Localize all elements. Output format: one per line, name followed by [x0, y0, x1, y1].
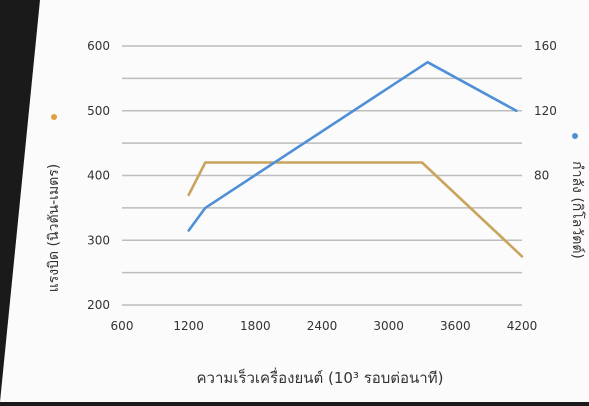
y-left-tick-label: 400	[87, 169, 110, 183]
x-axis-ticks: 600 1200 1800 2400 3000 3600 4200	[111, 319, 538, 333]
x-tick-label: 2400	[307, 319, 338, 333]
y-left-tick-label: 300	[87, 233, 110, 247]
y-left-axis-label: แรงบิด (นิวตัน-เมตร)	[46, 164, 62, 293]
x-tick-label: 1200	[173, 319, 204, 333]
torque-line	[187, 161, 524, 258]
x-axis-label: ความเร็วเครื่องยนต์ (10³ รอบต่อนาที)	[197, 367, 444, 387]
right-axis-ticks: 80 120 160	[534, 39, 557, 183]
x-tick-label: 1800	[240, 319, 271, 333]
power-line	[187, 60, 518, 232]
y-left-tick-label: 200	[87, 298, 110, 312]
power-legend-dot	[572, 133, 578, 139]
torque-legend-dot	[51, 114, 57, 120]
y-left-tick-label: 500	[87, 104, 110, 118]
y-right-tick-label: 160	[534, 39, 557, 53]
x-tick-label: 3600	[440, 319, 471, 333]
left-axis-ticks: 200 300 400 500 600	[87, 39, 110, 312]
x-tick-label: 600	[111, 319, 134, 333]
y-right-tick-label: 120	[534, 104, 557, 118]
y-right-tick-label: 80	[534, 169, 549, 183]
grid-lines	[122, 45, 522, 306]
y-left-tick-label: 600	[87, 39, 110, 53]
y-right-axis-label: กำลัง (กิโลวัตต์)	[569, 161, 586, 259]
x-tick-label: 4200	[507, 319, 538, 333]
x-tick-label: 3000	[373, 319, 404, 333]
series-group	[187, 60, 524, 258]
